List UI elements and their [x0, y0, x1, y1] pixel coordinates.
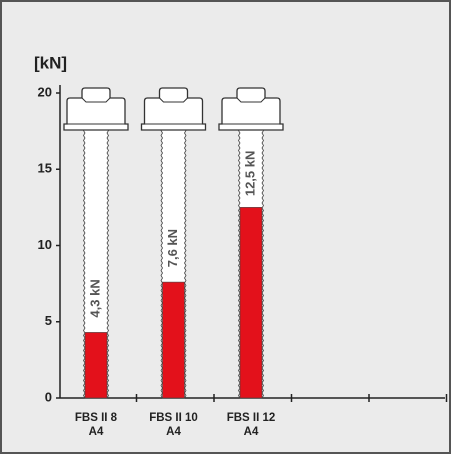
y-tick-label: 15: [38, 161, 52, 176]
value-label: 4,3 kN: [87, 279, 102, 317]
bolt-head-detail: [67, 97, 125, 125]
y-tick-label: 10: [38, 237, 52, 252]
bolt-head-detail: [144, 97, 203, 125]
x-tick-label: FBS II 8: [75, 412, 118, 424]
bolt-head: [63, 87, 129, 131]
x-tick-sublabel: A4: [89, 426, 104, 438]
x-tick-label: FBS II 12: [227, 412, 276, 424]
x-tick-label: FBS II 10: [149, 412, 198, 424]
x-tick-sublabel: A4: [166, 426, 181, 438]
bar: [162, 281, 185, 399]
bolt-head: [140, 87, 207, 131]
y-axis-label: [kN]: [34, 53, 67, 72]
bolt-head: [218, 87, 284, 131]
bolt-head-detail: [222, 97, 280, 125]
bar: [84, 332, 108, 399]
bar: [239, 207, 263, 399]
value-label: 7,6 kN: [165, 229, 180, 267]
y-tick-label: 0: [45, 389, 52, 404]
y-tick-label: 5: [45, 313, 52, 328]
y-tick-label: 20: [38, 84, 52, 99]
x-tick-sublabel: A4: [244, 426, 259, 438]
value-label: 12,5 kN: [242, 151, 257, 197]
